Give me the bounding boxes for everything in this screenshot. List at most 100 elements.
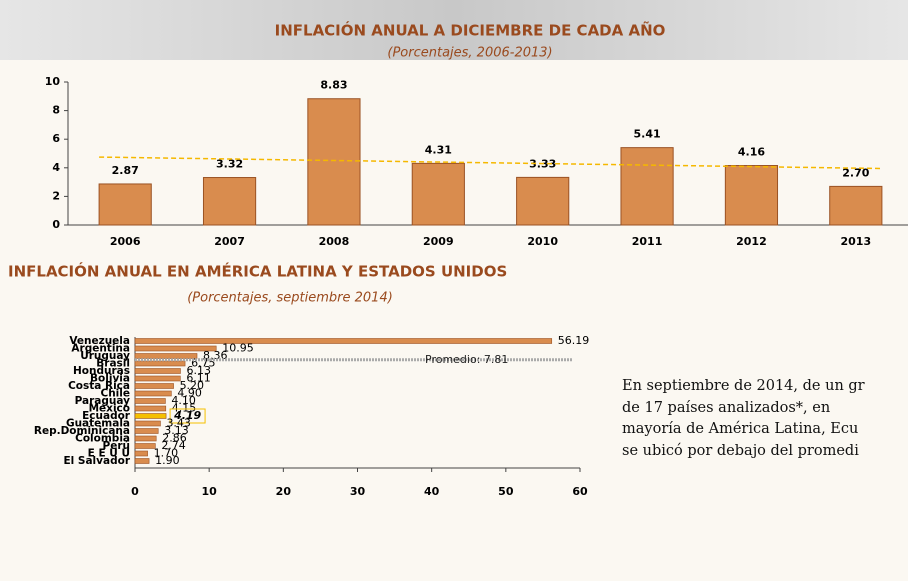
paragraph: En septiembre de 2014, de un gr de 17 pa…: [622, 376, 908, 462]
y-tick-label: Venezuela: [69, 335, 130, 347]
y-tick-label: Argentina: [71, 343, 130, 355]
y-tick-label: 8: [52, 104, 60, 117]
x-tick-label: 30: [350, 485, 366, 498]
bar: [307, 98, 361, 226]
value-label: 2.87: [112, 164, 139, 177]
trend-line: [99, 156, 882, 170]
y-tick-label: Honduras: [73, 365, 130, 377]
x-tick-label: 40: [424, 485, 440, 498]
y-tick-label: Rep.Dominicana: [34, 425, 130, 437]
bar: [134, 390, 172, 397]
header-band: [0, 0, 908, 60]
value-label: 4.10: [171, 394, 196, 407]
value-label: 2.74: [161, 439, 186, 452]
bar: [134, 413, 167, 419]
value-label: 8.36: [203, 349, 228, 362]
y-tick-label: Bolivia: [90, 373, 130, 385]
bar: [516, 176, 570, 226]
bar: [134, 338, 553, 344]
paragraph-line: se ubicó por debajo del promedi: [622, 442, 859, 459]
x-tick-label: 2012: [736, 235, 767, 248]
value-label: 2.86: [162, 432, 187, 445]
value-label: 2.70: [842, 166, 869, 179]
x-tick-label: 50: [498, 485, 514, 498]
bar: [134, 435, 157, 442]
y-tick-label: 0: [52, 218, 60, 231]
y-tick-label: 2: [52, 189, 60, 202]
chart-title: INFLACIÓN ANUAL A DICIEMBRE DE CADA AÑO: [275, 21, 666, 40]
x-tick-label: 0: [131, 485, 139, 498]
y-tick-label: El Salvador: [63, 455, 130, 467]
x-tick-label: 60: [572, 485, 588, 498]
value-label: 8.83: [320, 79, 347, 92]
value-label: 4.16: [738, 146, 765, 159]
bar: [134, 398, 166, 404]
x-tick-label: 2011: [632, 235, 663, 248]
value-label: 3.43: [166, 417, 191, 430]
value-label: 5.20: [180, 379, 205, 392]
y-tick-label: Brasil: [96, 358, 130, 370]
bar: [134, 405, 167, 412]
bar: [134, 345, 217, 352]
value-label: 5.41: [633, 128, 660, 141]
y-tick-label: Costa Rica: [68, 380, 130, 392]
bar: [98, 183, 152, 226]
y-tick-label: 10: [45, 75, 61, 88]
paragraph-line: En septiembre de 2014, de un gr: [622, 378, 865, 394]
value-label: 3.13: [164, 424, 189, 437]
bar: [134, 360, 186, 367]
bar: [134, 383, 174, 389]
value-label: 10.95: [222, 342, 254, 355]
y-tick-label: Uruguay: [80, 350, 130, 362]
y-tick-label: México: [89, 403, 130, 415]
highlight-box: [169, 408, 206, 424]
value-label: 6.75: [191, 357, 216, 370]
bar: [134, 443, 156, 449]
bar: [134, 428, 159, 434]
y-tick-label: Perú: [103, 440, 130, 452]
x-tick-label: 2010: [527, 235, 558, 248]
value-label: 3.32: [216, 158, 243, 171]
y-tick-label: Chile: [100, 388, 130, 400]
value-label: 4.15: [172, 402, 197, 415]
x-tick-label: 2006: [110, 235, 141, 248]
value-label: 1.70: [154, 447, 179, 460]
y-tick-label: Paraguay: [75, 395, 131, 407]
bar: [134, 368, 181, 374]
bar: [202, 177, 257, 226]
value-label: 56.19: [558, 334, 590, 347]
x-tick-label: 10: [202, 485, 218, 498]
chart-title: INFLACIÓN ANUAL EN AMÉRICA LATINA Y ESTA…: [8, 262, 507, 281]
value-label: 6.11: [186, 372, 211, 385]
bar: [724, 165, 779, 226]
x-tick-label: 2008: [319, 235, 350, 248]
value-label: 1.90: [155, 454, 180, 467]
y-tick-label: 6: [52, 132, 60, 145]
bar: [134, 353, 198, 359]
x-tick-label: 2013: [841, 235, 872, 248]
value-label: 4.19: [173, 409, 201, 422]
bar: [620, 147, 674, 226]
y-tick-label: Colombia: [75, 433, 130, 445]
paragraph-line: mayoría de América Latina, Ecu: [622, 421, 859, 437]
value-label: 4.90: [177, 387, 202, 400]
bar: [411, 162, 465, 226]
chart-subtitle: (Porcentajes, 2006-2013): [387, 46, 552, 61]
y-tick-label: E E U U: [88, 448, 130, 460]
y-tick-label: 4: [52, 161, 60, 174]
paragraph-line: de 17 países analizados*, en: [622, 399, 831, 416]
bar: [134, 450, 148, 457]
x-tick-label: 2009: [423, 235, 454, 248]
bar: [134, 375, 181, 382]
average-label: Promedio: 7.81: [425, 353, 508, 366]
bar: [134, 458, 150, 464]
y-tick-label: Ecuador: [82, 410, 131, 422]
chart-subtitle: (Porcentajes, septiembre 2014): [187, 291, 393, 306]
x-tick-label: 20: [276, 485, 292, 498]
value-label: 4.31: [425, 143, 452, 156]
bar: [134, 420, 161, 427]
y-tick-label: Guatemala: [66, 418, 130, 430]
x-tick-label: 2007: [214, 235, 245, 248]
